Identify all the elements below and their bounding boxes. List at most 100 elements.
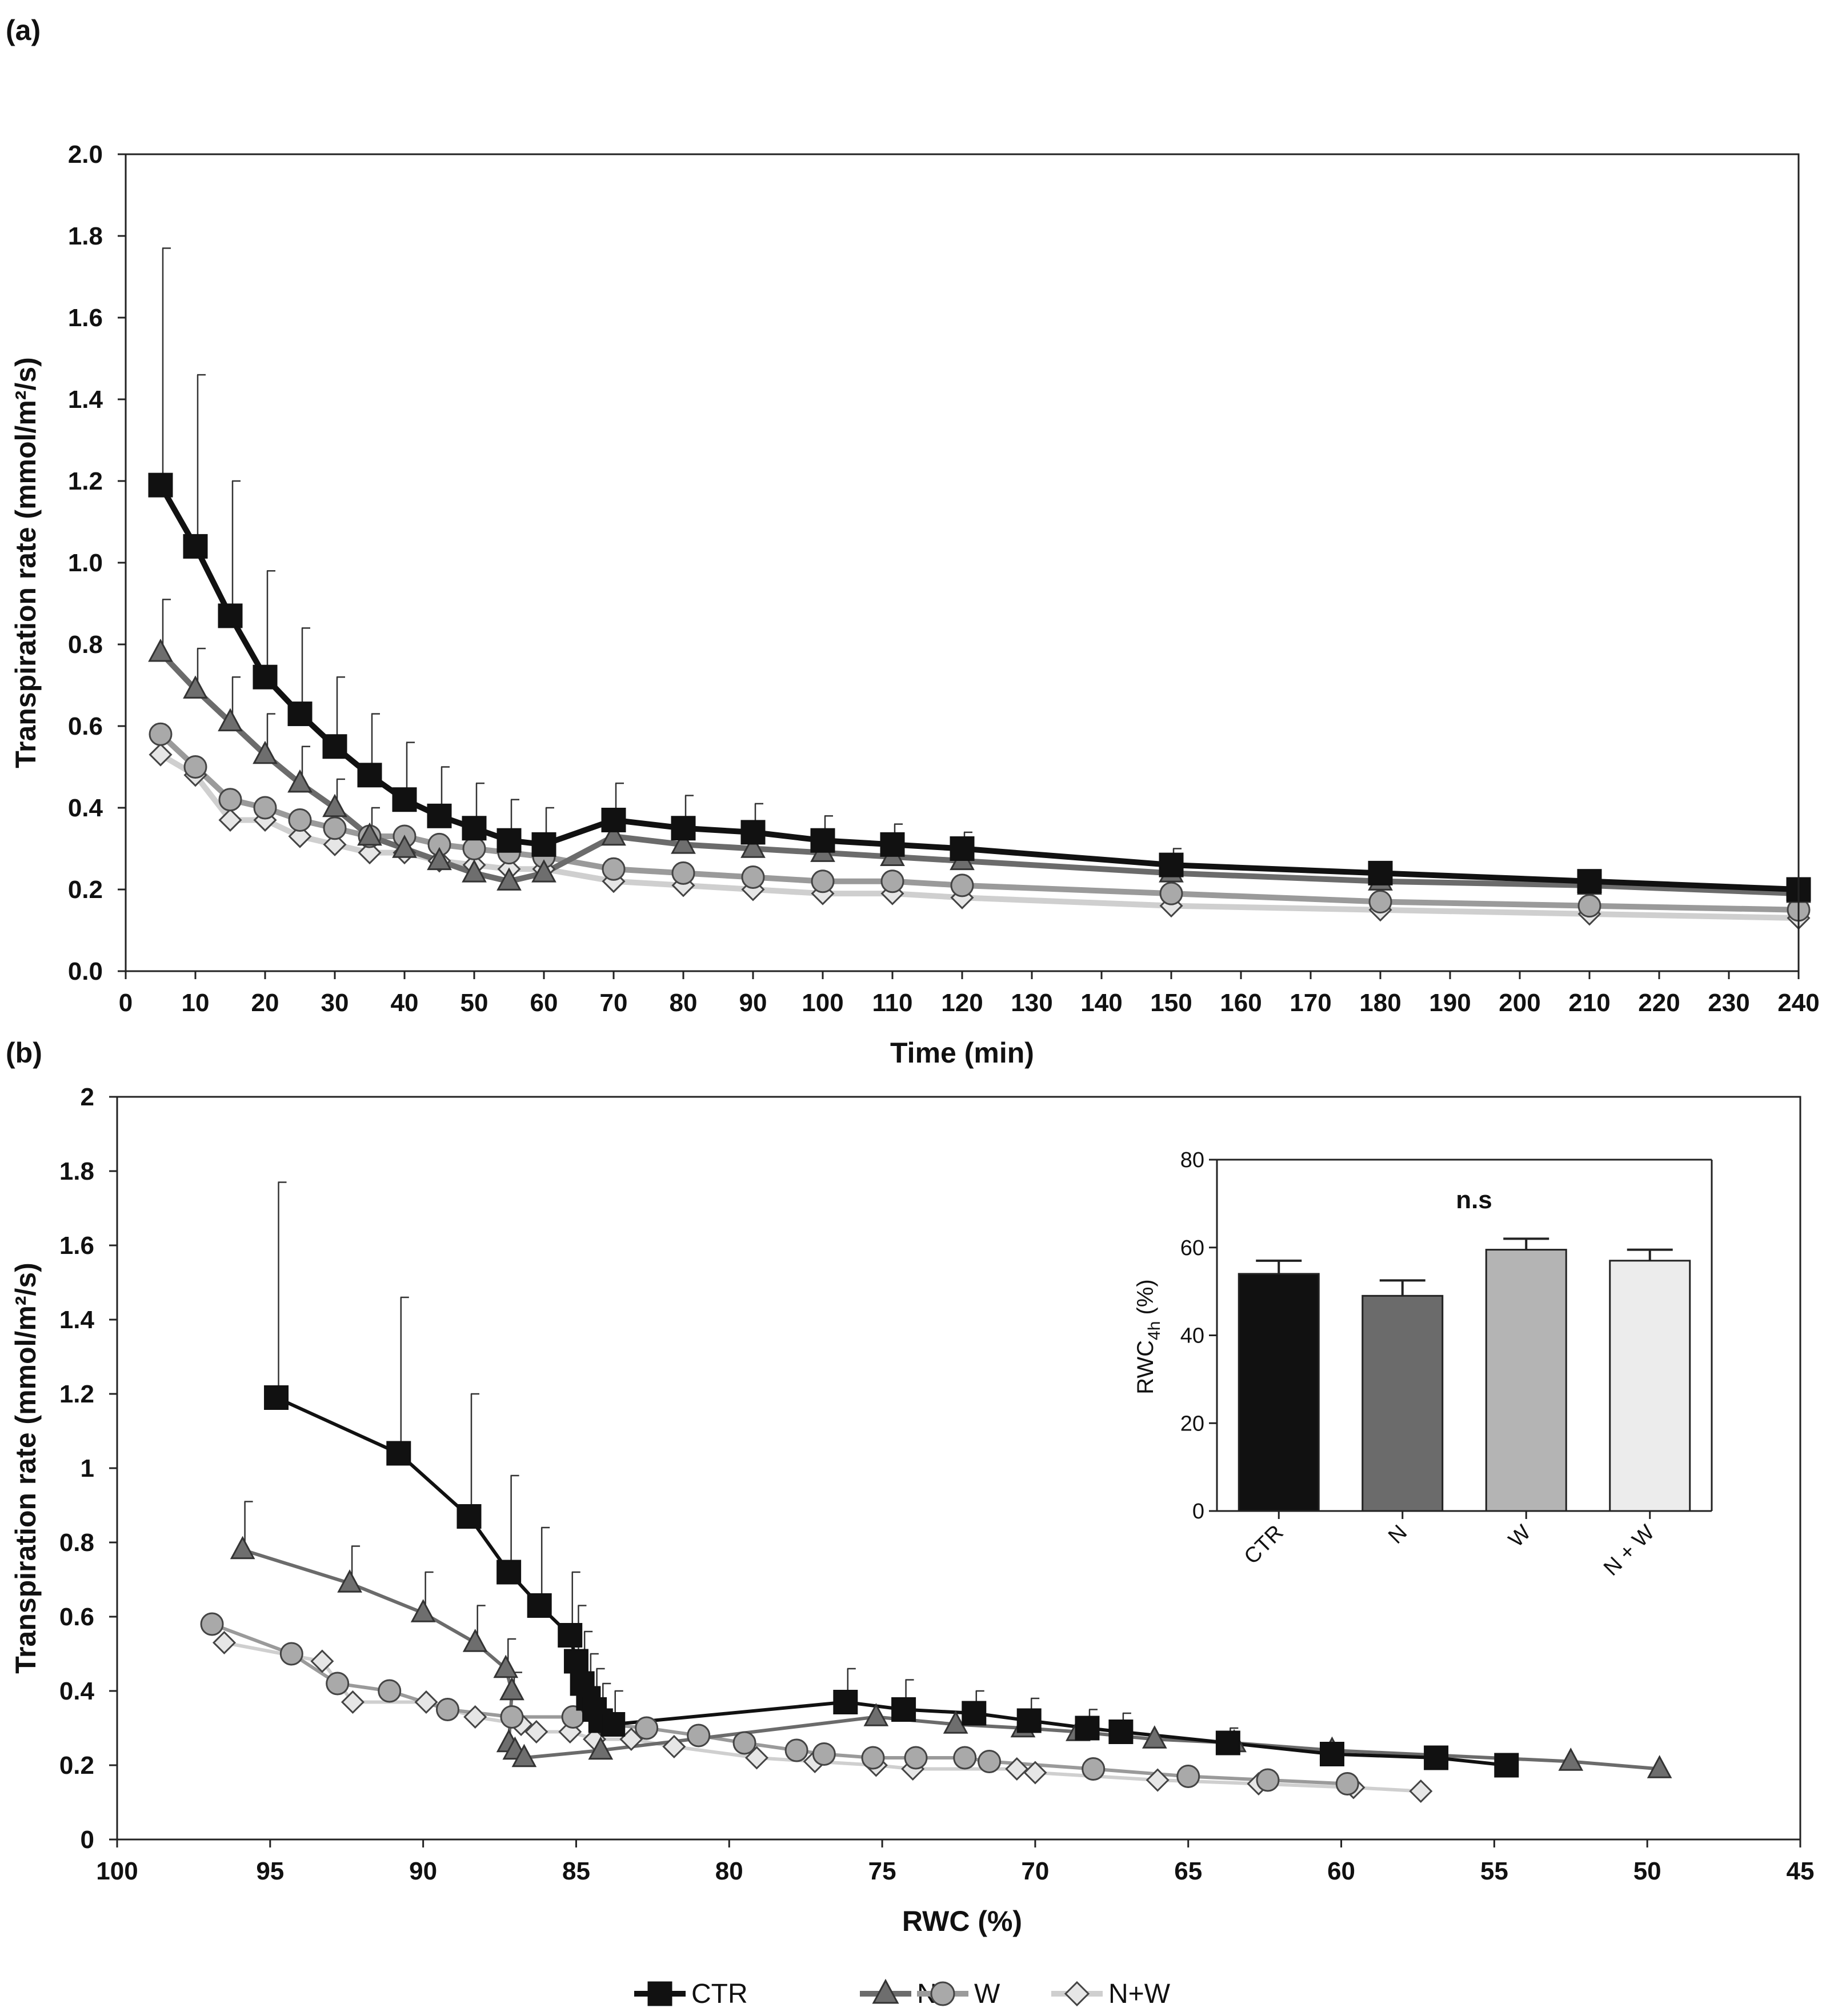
data-point-ctr [496, 1560, 522, 1585]
data-point-ctr [386, 1441, 411, 1466]
y-tick-label: 0.8 [68, 631, 103, 659]
data-point-ctr [1016, 1708, 1042, 1733]
data-point-n [531, 859, 556, 883]
data-point-ctr [392, 787, 417, 812]
x-tick-label: 90 [409, 1857, 437, 1885]
data-point-ctr [601, 807, 626, 832]
x-tick-label: 0 [119, 989, 133, 1017]
data-point-nw-plusw [1005, 1757, 1029, 1781]
legend-marker-w [930, 1981, 955, 2006]
inset-y-tick-label: 20 [1180, 1412, 1204, 1436]
data-point-w [253, 796, 277, 820]
series-line-n [158, 650, 1799, 897]
y-tick-label: 0.0 [68, 957, 103, 985]
legend-label: CTR [691, 1979, 748, 2009]
inset-category-label: CTR [1240, 1521, 1288, 1569]
data-point-w [904, 1746, 928, 1770]
data-point-w [200, 1612, 224, 1636]
inset-bar-ctr [1238, 1273, 1320, 1512]
data-point-n [148, 638, 173, 662]
x-tick-label: 45 [1787, 1857, 1815, 1885]
x-tick-label: 50 [1633, 1857, 1661, 1885]
inset-bar-n [1362, 1294, 1444, 1512]
data-point-ctr [253, 664, 278, 690]
data-point-ctr [287, 702, 313, 727]
data-point-ctr [600, 1712, 626, 1737]
data-point-w [1159, 881, 1183, 905]
legend-marker-ctr [647, 1981, 672, 2006]
data-point-ctr [357, 763, 382, 788]
data-point-w [1577, 894, 1601, 918]
data-point-w [435, 1698, 459, 1721]
data-point-nw-plusw [323, 832, 347, 856]
data-point-ctr [322, 734, 347, 759]
y-tick-label: 1.6 [59, 1232, 94, 1260]
legend-item-w: W [917, 1979, 1000, 2009]
x-tick-label: 100 [802, 989, 843, 1017]
x-tick-label: 130 [1011, 989, 1052, 1017]
y-tick-label: 0 [81, 1826, 94, 1854]
data-point-n [462, 859, 487, 883]
data-point-ctr [1215, 1730, 1240, 1756]
y-tick-label: 0.6 [59, 1603, 94, 1631]
data-point-n [392, 835, 417, 858]
data-point-w [861, 1746, 885, 1770]
x-tick-label: 80 [670, 989, 698, 1017]
data-point-n [230, 1536, 255, 1560]
data-point-n [462, 1629, 488, 1652]
inset-ylabel: RWC4h (%) [1133, 1279, 1164, 1394]
data-point-ctr [810, 828, 835, 853]
data-point-n [357, 822, 382, 846]
x-tick-label: 200 [1499, 989, 1540, 1017]
y-tick-label: 1.2 [59, 1380, 94, 1408]
data-point-ctr [950, 836, 975, 861]
data-point-w [687, 1724, 711, 1748]
data-point-w [635, 1716, 659, 1740]
data-point-w [741, 865, 765, 889]
x-tick-label: 210 [1568, 989, 1610, 1017]
series-line-nw-plusw [223, 1641, 1421, 1793]
x-tick-label: 120 [941, 989, 983, 1017]
y-tick-label: 2 [81, 1083, 94, 1111]
data-point-n [183, 675, 208, 699]
inset-y-tick-label: 80 [1180, 1148, 1204, 1172]
x-tick-label: 100 [96, 1857, 138, 1885]
data-point-ctr [457, 1504, 482, 1529]
x-tick-label: 60 [1327, 1857, 1355, 1885]
data-point-nw-plusw [1146, 1768, 1170, 1792]
y-tick-label: 2.0 [68, 141, 103, 169]
data-point-ctr [1368, 860, 1393, 885]
inset-category-label: W [1504, 1521, 1536, 1552]
data-point-n [601, 822, 626, 846]
data-point-w [183, 755, 207, 779]
data-point-w [378, 1679, 402, 1703]
data-point-nw-plusw [1409, 1779, 1433, 1803]
data-point-nw-plusw [310, 1649, 334, 1673]
data-point-ctr [833, 1690, 858, 1714]
x-tick-label: 220 [1638, 989, 1680, 1017]
series-line-n [242, 1548, 1660, 1771]
legend-label: N+W [1108, 1979, 1171, 2009]
panel-label-a: (a) [6, 14, 41, 46]
data-point-w [149, 722, 173, 746]
data-point-nw-plusw [463, 1705, 487, 1729]
x-tick-label: 30 [321, 989, 349, 1017]
data-point-ctr [1319, 1742, 1344, 1766]
inset-y-tick-label: 60 [1180, 1236, 1204, 1260]
y-tick-label: 1.4 [68, 386, 103, 414]
y-tick-label: 0.2 [68, 876, 103, 904]
y-tick-label: 1.6 [68, 304, 103, 332]
inset-ylabel-sub: 4h [1145, 1321, 1164, 1340]
data-point-n [499, 1677, 524, 1701]
data-point-ctr [671, 816, 696, 841]
data-point-nw-plusw [149, 743, 173, 767]
inset-ylabel-main: RWC [1133, 1340, 1158, 1394]
data-point-ctr [1075, 1716, 1100, 1741]
data-point-w [1368, 889, 1392, 913]
data-point-w [1176, 1765, 1200, 1788]
data-point-w [880, 869, 904, 893]
data-point-ctr [183, 534, 208, 559]
data-point-n [1647, 1755, 1672, 1778]
data-point-n [287, 769, 313, 793]
